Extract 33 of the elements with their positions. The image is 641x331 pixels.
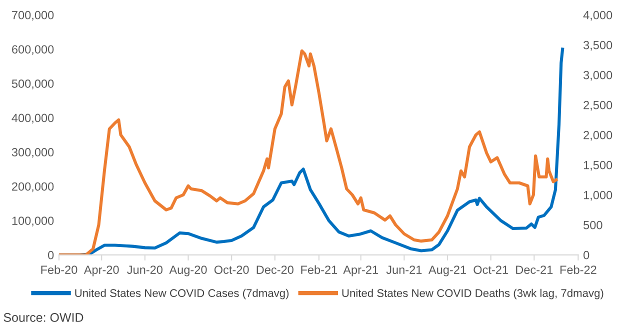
x-tick-label: Oct-21 (474, 266, 508, 274)
y2-tick-label: 0 (584, 250, 590, 260)
x-tick-label: Aug-20 (169, 266, 207, 276)
y2-tick-label: 500 (584, 220, 602, 230)
x-tick-label: Dec-20 (256, 266, 294, 274)
y-tick-label: 600,000 (12, 45, 54, 55)
x-tick-label: Jun-21 (386, 266, 422, 274)
x-tick-label: Feb-22 (560, 265, 596, 274)
y2-tick-label: 4,000 (583, 10, 612, 21)
y2-tick-label: 1,500 (584, 160, 612, 171)
x-tick-label: Jun-20 (127, 266, 163, 274)
y2-tick-label: 1,000 (584, 190, 612, 201)
legend-label: United States New COVID Cases (7dmavg) (75, 288, 289, 300)
source-note: Source: OWID (4, 313, 84, 322)
y-tick-label: 300,000 (12, 148, 54, 158)
y-tick-label: 0 (48, 250, 54, 260)
x-tick-label: Oct-20 (214, 266, 249, 274)
x-tick-label: Dec-21 (516, 266, 553, 274)
y2-tick-label: 2,500 (584, 100, 612, 111)
y2-tick-label: 3,500 (583, 40, 612, 51)
x-tick-label: Feb-20 (41, 265, 78, 274)
legend-label: United States New COVID Deaths (3wk lag, 7dmavg) (342, 288, 604, 300)
x-tick-label: Feb-21 (301, 265, 338, 274)
y-tick-label: 200,000 (12, 182, 54, 192)
y-tick-label: 500,000 (12, 79, 54, 90)
y-tick-label: 700,000 (12, 10, 54, 21)
y2-tick-label: 2,000 (584, 130, 612, 141)
y2-tick-label: 3,000 (583, 70, 612, 81)
x-tick-label: Apr-21 (343, 266, 378, 276)
y-tick-label: 400,000 (12, 114, 54, 124)
x-tick-label: Apr-20 (84, 266, 119, 276)
y-tick-label: 100,000 (12, 216, 54, 226)
x-tick-label: Aug-21 (428, 266, 466, 276)
